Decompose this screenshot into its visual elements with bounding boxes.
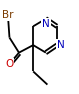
Text: O: O <box>5 59 14 69</box>
Text: N: N <box>57 40 65 50</box>
Text: Br: Br <box>2 10 14 20</box>
Text: N: N <box>42 19 50 29</box>
